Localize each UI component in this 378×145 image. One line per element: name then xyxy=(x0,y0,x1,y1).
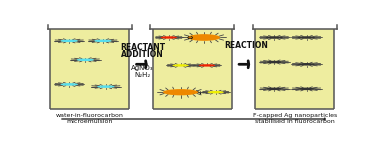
Ellipse shape xyxy=(265,61,283,63)
Ellipse shape xyxy=(94,40,112,42)
Ellipse shape xyxy=(60,83,78,86)
Text: water-in-fluorocarbon
microemulsion: water-in-fluorocarbon microemulsion xyxy=(56,113,124,124)
Ellipse shape xyxy=(60,40,78,42)
Ellipse shape xyxy=(298,88,315,90)
Bar xyxy=(153,29,232,109)
Bar xyxy=(50,29,129,109)
Ellipse shape xyxy=(188,34,220,41)
Bar xyxy=(255,29,334,109)
Text: N₂H₂: N₂H₂ xyxy=(134,72,150,78)
Ellipse shape xyxy=(97,85,115,88)
Text: ADDITION: ADDITION xyxy=(121,50,164,59)
Ellipse shape xyxy=(298,63,315,66)
Ellipse shape xyxy=(298,36,315,39)
Ellipse shape xyxy=(161,36,177,39)
Ellipse shape xyxy=(172,64,189,67)
Text: AgNO₃: AgNO₃ xyxy=(131,65,154,71)
Text: REACTION: REACTION xyxy=(225,41,268,50)
Ellipse shape xyxy=(265,88,283,90)
Text: REACTANT: REACTANT xyxy=(120,43,165,52)
Ellipse shape xyxy=(76,59,94,61)
Ellipse shape xyxy=(265,36,283,39)
Text: F-capped Ag nanoparticles
stabilised in fluorocarbon: F-capped Ag nanoparticles stabilised in … xyxy=(253,113,337,124)
Ellipse shape xyxy=(208,91,224,93)
Ellipse shape xyxy=(163,89,198,95)
Ellipse shape xyxy=(199,64,215,67)
Text: $\Leftrightarrow$: $\Leftrightarrow$ xyxy=(186,33,195,42)
